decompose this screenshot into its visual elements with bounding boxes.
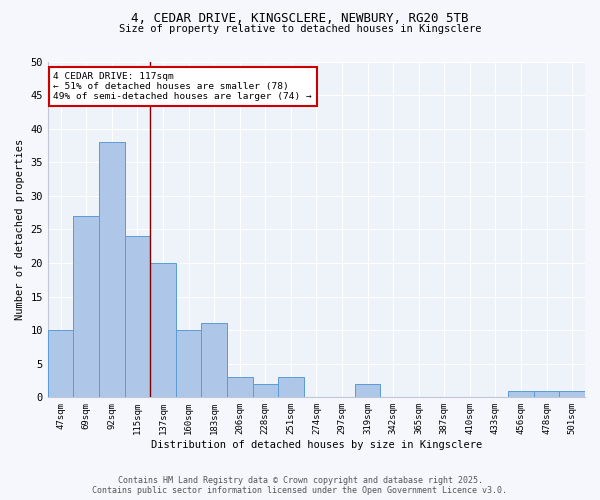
Text: Contains HM Land Registry data © Crown copyright and database right 2025.
Contai: Contains HM Land Registry data © Crown c…	[92, 476, 508, 495]
Text: Size of property relative to detached houses in Kingsclere: Size of property relative to detached ho…	[119, 24, 481, 34]
Bar	[227, 377, 253, 398]
Bar	[559, 390, 585, 398]
Bar	[253, 384, 278, 398]
Bar	[125, 236, 150, 398]
Bar	[176, 330, 202, 398]
Y-axis label: Number of detached properties: Number of detached properties	[15, 139, 25, 320]
Bar	[355, 384, 380, 398]
Bar	[508, 390, 534, 398]
X-axis label: Distribution of detached houses by size in Kingsclere: Distribution of detached houses by size …	[151, 440, 482, 450]
Bar	[48, 330, 73, 398]
Bar	[73, 216, 99, 398]
Text: 4 CEDAR DRIVE: 117sqm
← 51% of detached houses are smaller (78)
49% of semi-deta: 4 CEDAR DRIVE: 117sqm ← 51% of detached …	[53, 72, 312, 102]
Text: 4, CEDAR DRIVE, KINGSCLERE, NEWBURY, RG20 5TB: 4, CEDAR DRIVE, KINGSCLERE, NEWBURY, RG2…	[131, 12, 469, 26]
Bar	[150, 263, 176, 398]
Bar	[99, 142, 125, 398]
Bar	[534, 390, 559, 398]
Bar	[278, 377, 304, 398]
Bar	[202, 324, 227, 398]
